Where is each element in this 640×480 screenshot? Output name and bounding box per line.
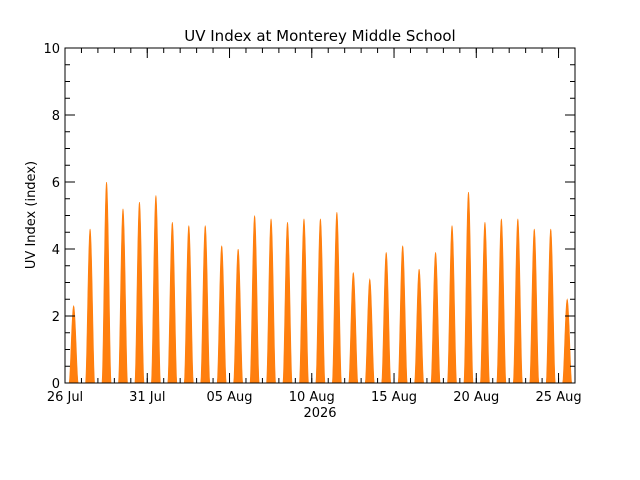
- y-tick-label: 8: [52, 109, 60, 124]
- series-layer: [68, 181, 573, 384]
- uv-day-peak-22: [414, 269, 424, 384]
- uv-day-peak-7: [167, 222, 178, 384]
- x-tick-label: 25 Aug: [536, 390, 582, 405]
- uv-day-peak-27: [496, 218, 507, 384]
- chart-title: UV Index at Monterey Middle School: [184, 27, 455, 45]
- uv-day-peak-17: [332, 212, 342, 384]
- uv-day-peak-4: [118, 208, 128, 384]
- uv-day-peak-30: [545, 228, 556, 384]
- uv-day-peak-25: [463, 192, 474, 384]
- y-axis-label: UV Index (index): [24, 161, 39, 269]
- y-tick-label: 2: [52, 310, 60, 325]
- y-tick-label: 10: [43, 42, 60, 57]
- y-tick-label: 6: [52, 176, 60, 191]
- y-tick-label: 4: [52, 243, 60, 258]
- uv-day-peak-11: [233, 248, 244, 384]
- x-tick-label: 31 Jul: [129, 390, 165, 405]
- x-tick-label: 15 Aug: [371, 390, 417, 405]
- x-tick-label: 05 Aug: [206, 390, 252, 405]
- uv-day-peak-23: [430, 252, 441, 384]
- x-tick-label: 20 Aug: [453, 390, 499, 405]
- uv-day-peak-14: [282, 222, 293, 384]
- uv-day-peak-2: [85, 228, 95, 384]
- uv-day-peak-31: [562, 298, 573, 384]
- uv-day-peak-21: [397, 245, 408, 384]
- x-tick-label: 26 Jul: [47, 390, 83, 405]
- uv-day-peak-9: [200, 225, 211, 384]
- uv-day-peak-18: [348, 272, 359, 384]
- uv-day-peak-20: [381, 252, 392, 384]
- x-tick-label: 10 Aug: [289, 390, 335, 405]
- uv-day-peak-1: [68, 305, 79, 384]
- uv-day-peak-13: [266, 218, 276, 384]
- y-tick-label: 0: [52, 377, 60, 392]
- uv-day-peak-5: [134, 202, 145, 384]
- uv-day-peak-24: [447, 225, 457, 384]
- uv-day-peak-26: [480, 222, 490, 384]
- uv-day-peak-3: [101, 181, 112, 384]
- uv-day-peak-19: [364, 277, 375, 384]
- uv-day-peak-15: [299, 218, 309, 384]
- uv-day-peak-29: [529, 228, 540, 384]
- uv-day-peak-8: [183, 225, 194, 384]
- uv-day-peak-28: [512, 218, 523, 384]
- uv-day-peak-6: [151, 195, 161, 384]
- x-axis-year-label: 2026: [303, 406, 336, 421]
- uv-day-peak-12: [249, 215, 260, 384]
- uv-day-peak-10: [216, 245, 227, 384]
- axes-layer: 0 2 4 6 8 10 26 Jul 31 Jul 05 Aug 10 Aug 15 Aug 20 …: [43, 42, 581, 405]
- uv-day-peak-16: [315, 218, 326, 384]
